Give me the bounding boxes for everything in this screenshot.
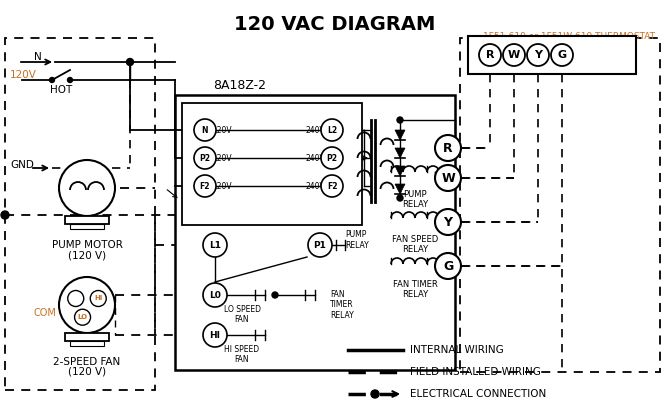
Circle shape <box>50 78 54 83</box>
Polygon shape <box>395 148 405 158</box>
Circle shape <box>321 119 343 141</box>
Circle shape <box>272 292 278 298</box>
Circle shape <box>551 44 573 66</box>
Text: L0: L0 <box>209 290 221 300</box>
Circle shape <box>68 290 84 307</box>
Text: COM: COM <box>33 308 56 318</box>
Text: 120V: 120V <box>10 70 37 80</box>
Polygon shape <box>395 166 405 176</box>
Bar <box>175 95 455 370</box>
Text: PUMP MOTOR: PUMP MOTOR <box>52 240 123 250</box>
Text: 120V: 120V <box>212 153 232 163</box>
Bar <box>5 38 155 390</box>
Text: 120 VAC DIAGRAM: 120 VAC DIAGRAM <box>234 15 436 34</box>
Circle shape <box>203 233 227 257</box>
Text: W: W <box>441 171 455 184</box>
Bar <box>65 216 109 224</box>
Text: LO: LO <box>78 314 88 320</box>
Text: W: W <box>508 50 520 60</box>
Text: INTERNAL WIRING: INTERNAL WIRING <box>410 345 504 355</box>
Text: 240V: 240V <box>305 181 325 191</box>
Circle shape <box>527 44 549 66</box>
Text: L1: L1 <box>209 241 221 249</box>
Text: 8A18Z-2: 8A18Z-2 <box>214 79 267 92</box>
Text: F2: F2 <box>200 181 210 191</box>
Bar <box>70 224 104 229</box>
Text: N: N <box>202 126 208 134</box>
Circle shape <box>68 78 72 83</box>
Text: P2: P2 <box>326 153 338 163</box>
Text: Y: Y <box>534 50 542 60</box>
Text: HI: HI <box>210 331 220 339</box>
Polygon shape <box>395 130 405 140</box>
Text: 120V: 120V <box>212 181 232 191</box>
Circle shape <box>203 323 227 347</box>
Circle shape <box>74 309 90 325</box>
Circle shape <box>194 119 216 141</box>
Text: 240V: 240V <box>305 153 325 163</box>
Circle shape <box>203 283 227 307</box>
Polygon shape <box>395 184 405 194</box>
Circle shape <box>308 233 332 257</box>
Text: N: N <box>34 52 42 62</box>
Text: G: G <box>443 259 453 272</box>
Circle shape <box>1 211 9 219</box>
Circle shape <box>479 44 501 66</box>
Circle shape <box>397 195 403 201</box>
Text: LO SPEED
FAN: LO SPEED FAN <box>224 305 261 324</box>
Circle shape <box>435 209 461 235</box>
Text: 240V: 240V <box>305 126 325 134</box>
Circle shape <box>59 277 115 333</box>
Text: (120 V): (120 V) <box>68 367 106 377</box>
Bar <box>65 333 109 341</box>
Circle shape <box>435 135 461 161</box>
Circle shape <box>194 175 216 197</box>
Circle shape <box>435 165 461 191</box>
Text: R: R <box>443 142 453 155</box>
Text: P2: P2 <box>200 153 210 163</box>
Text: GND: GND <box>10 160 34 170</box>
Circle shape <box>503 44 525 66</box>
Text: G: G <box>557 50 567 60</box>
Circle shape <box>321 175 343 197</box>
Circle shape <box>59 160 115 216</box>
Bar <box>182 103 362 225</box>
Text: (120 V): (120 V) <box>68 250 106 260</box>
Text: PUMP
RELAY: PUMP RELAY <box>402 190 428 210</box>
Text: FIELD INSTALLED WIRING: FIELD INSTALLED WIRING <box>410 367 541 377</box>
Text: FAN TIMER
RELAY: FAN TIMER RELAY <box>393 280 438 300</box>
Text: HOT: HOT <box>50 85 72 95</box>
Circle shape <box>397 117 403 123</box>
Text: 120V: 120V <box>212 126 232 134</box>
Bar <box>468 36 636 74</box>
Circle shape <box>371 390 379 398</box>
Text: R: R <box>486 50 494 60</box>
Text: FAN
TIMER
RELAY: FAN TIMER RELAY <box>330 290 354 320</box>
Circle shape <box>194 147 216 169</box>
Circle shape <box>90 290 107 307</box>
Text: P1: P1 <box>314 241 326 249</box>
Circle shape <box>321 147 343 169</box>
Circle shape <box>127 59 133 65</box>
Text: Y: Y <box>444 215 452 228</box>
Text: F2: F2 <box>327 181 337 191</box>
Text: PUMP
RELAY: PUMP RELAY <box>345 230 369 250</box>
Bar <box>70 341 104 346</box>
Text: ELECTRICAL CONNECTION: ELECTRICAL CONNECTION <box>410 389 546 399</box>
Circle shape <box>435 253 461 279</box>
Text: FAN SPEED
RELAY: FAN SPEED RELAY <box>392 235 438 254</box>
Text: 2-SPEED FAN: 2-SPEED FAN <box>54 357 121 367</box>
Bar <box>460 38 660 372</box>
Text: 1F51-619 or 1F51W-619 THERMOSTAT: 1F51-619 or 1F51W-619 THERMOSTAT <box>483 32 655 41</box>
Text: L2: L2 <box>327 126 337 134</box>
Text: HI SPEED
FAN: HI SPEED FAN <box>224 345 259 365</box>
Text: HI: HI <box>94 295 103 302</box>
